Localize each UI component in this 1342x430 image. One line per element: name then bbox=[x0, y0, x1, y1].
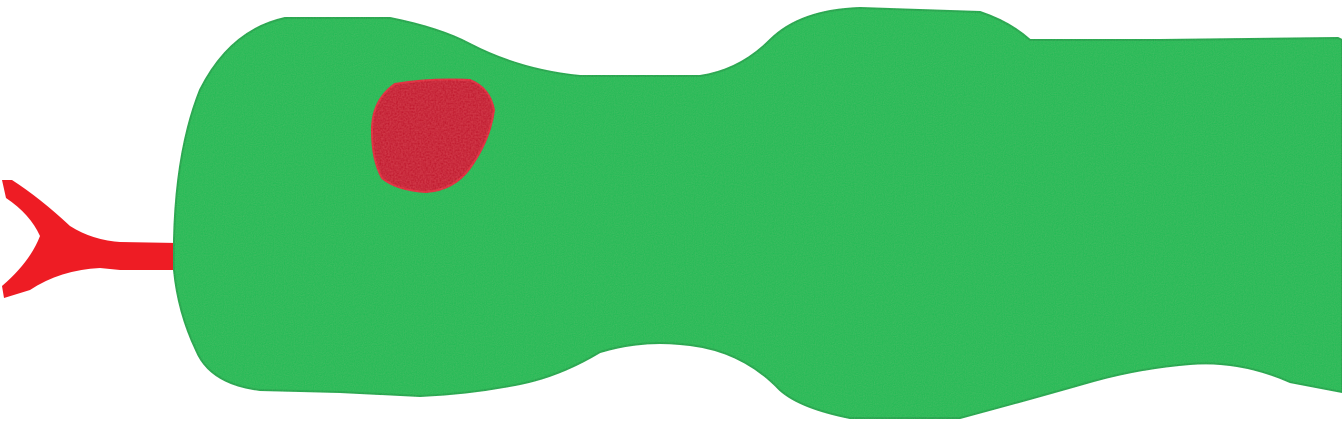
snake-eye bbox=[370, 78, 496, 194]
snake-tongue bbox=[2, 180, 178, 298]
snake-body bbox=[173, 6, 1342, 419]
